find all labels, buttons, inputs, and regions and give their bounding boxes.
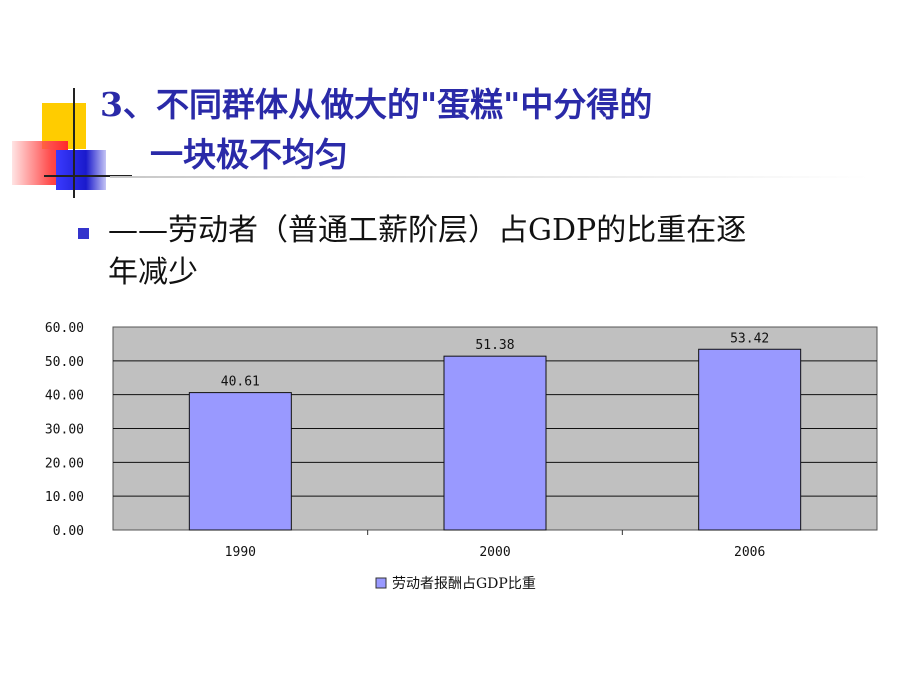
decor-horizontal-line <box>44 175 132 177</box>
decor-blue-square <box>56 150 106 190</box>
x-tick-label: 2006 <box>734 545 765 560</box>
bar-1990 <box>188 392 292 531</box>
y-tick-label: 30.00 <box>45 423 84 438</box>
data-label: 51.38 <box>475 338 514 353</box>
title-underline <box>110 176 870 178</box>
x-tick-label: 2000 <box>479 545 510 560</box>
y-tick-label: 0.00 <box>53 524 84 539</box>
legend: 劳动者报酬占GDP比重 <box>375 576 536 592</box>
slide-title-line1: 3、不同群体从做大的"蛋糕"中分得的 <box>100 85 653 124</box>
y-tick-label: 40.00 <box>45 389 84 404</box>
bar-series: 40.61 51.38 53.42 <box>188 331 802 531</box>
x-axis-ticks: 1990 2000 2006 <box>225 530 765 560</box>
legend-label: 劳动者报酬占GDP比重 <box>392 576 536 592</box>
bullet-text-line2: 年减少 <box>108 255 198 290</box>
data-label: 53.42 <box>730 331 769 346</box>
y-tick-label: 60.00 <box>45 321 84 336</box>
data-label: 40.61 <box>221 375 260 390</box>
bar-2000 <box>443 355 547 531</box>
bullet-icon <box>78 228 89 239</box>
decor-vertical-line <box>73 88 75 198</box>
bullet-text-line1: ——劳动者（普通工薪阶层）占GDP的比重在逐 <box>108 213 747 248</box>
y-axis-ticks: 0.00 10.00 20.00 30.00 40.00 50.00 60.00 <box>45 321 84 539</box>
x-tick-label: 1990 <box>225 545 256 560</box>
slide-title-line2: 一块极不均匀 <box>150 135 348 174</box>
y-tick-label: 20.00 <box>45 456 84 471</box>
y-tick-label: 50.00 <box>45 355 84 370</box>
y-tick-label: 10.00 <box>45 490 84 505</box>
legend-swatch <box>375 577 387 589</box>
bar-2006 <box>698 348 802 531</box>
